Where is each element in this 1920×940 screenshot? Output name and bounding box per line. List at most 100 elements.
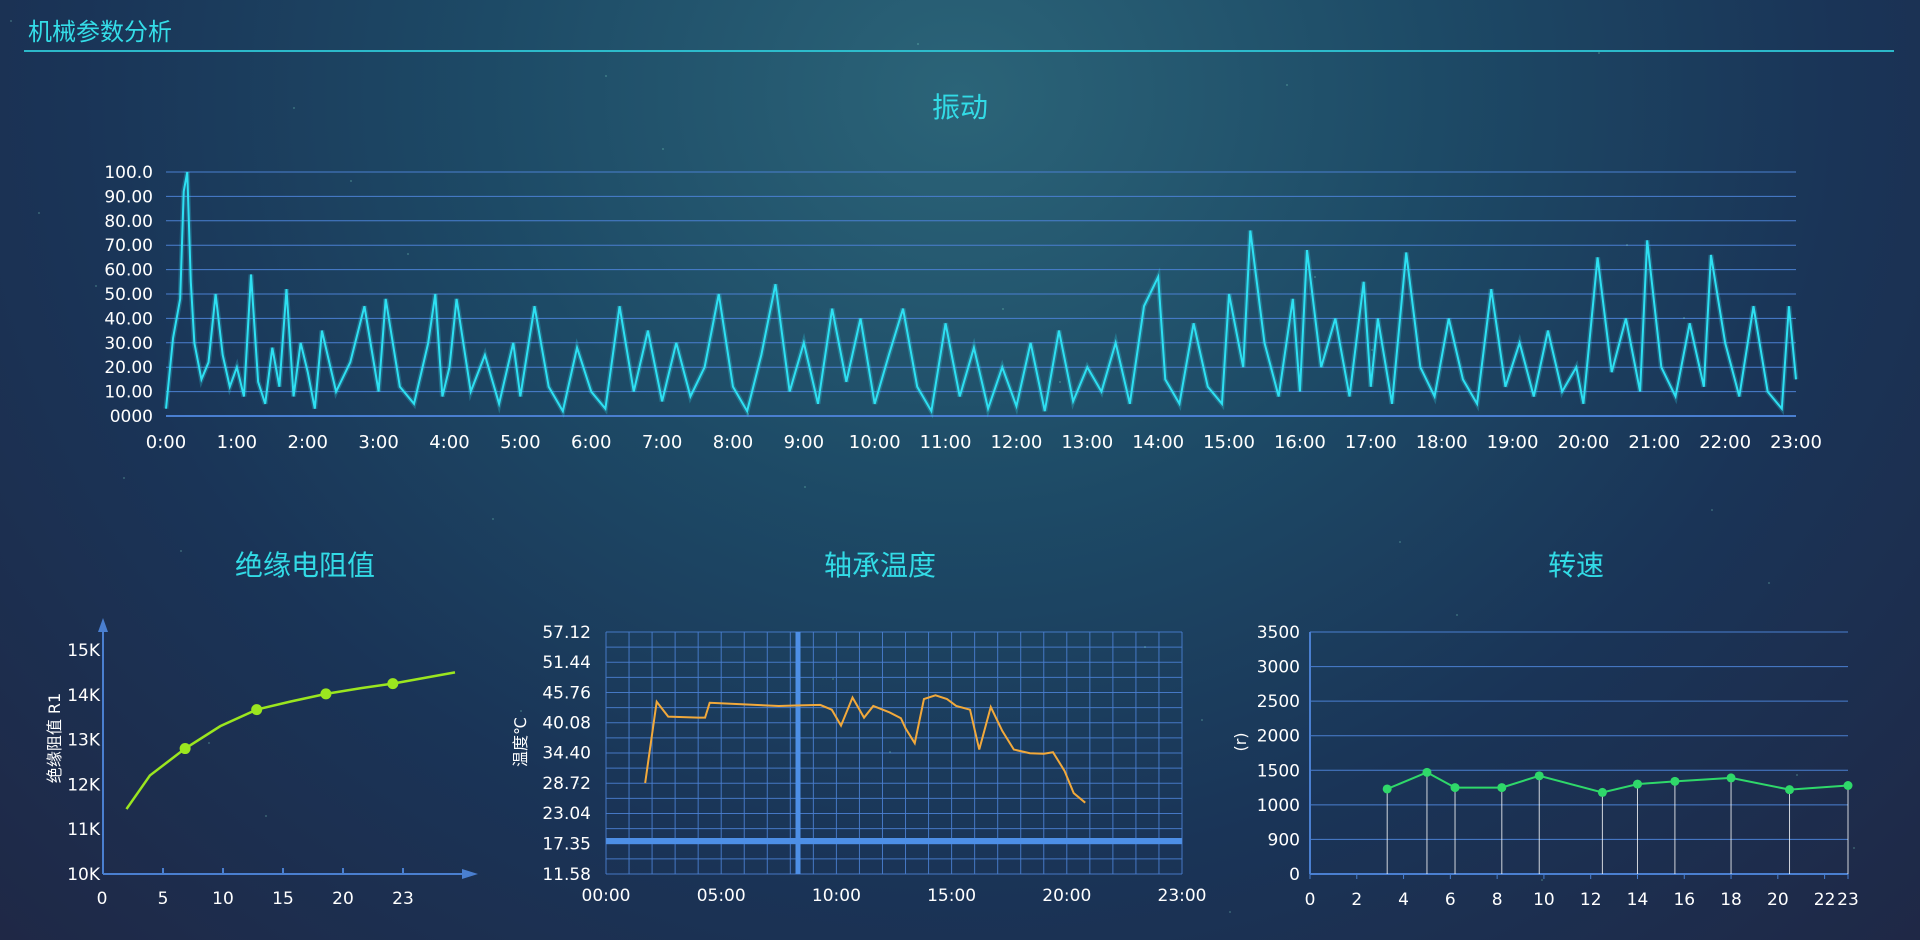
- background-speck: [293, 107, 295, 109]
- background-speck: [95, 285, 97, 287]
- background-speck: [747, 413, 749, 415]
- y-tick-label: 1000: [1257, 796, 1300, 816]
- data-point: [1670, 776, 1680, 786]
- y-tick-label: 11K: [67, 820, 101, 840]
- data-point: [1632, 779, 1642, 789]
- data-point: [1726, 773, 1736, 783]
- x-tick-label: 13:00: [1061, 432, 1113, 453]
- background-speck: [1711, 509, 1713, 511]
- background-speck: [1598, 52, 1600, 54]
- data-point: [1843, 780, 1853, 790]
- background-speck: [1144, 646, 1146, 648]
- background-speck: [492, 518, 494, 520]
- x-tick-label: 8:00: [713, 432, 753, 453]
- background-speck: [123, 477, 125, 479]
- background-speck: [350, 180, 352, 182]
- y-tick-label: 10K: [67, 865, 101, 885]
- y-tick-label: 60.00: [104, 261, 153, 281]
- x-tick-label: 5: [158, 889, 169, 909]
- y-tick-label: 0000: [110, 407, 153, 427]
- x-tick-label: 17:00: [1345, 432, 1397, 453]
- y-tick-label: 3000: [1257, 658, 1300, 678]
- x-tick-label: 23: [1837, 890, 1859, 910]
- data-point: [179, 743, 191, 755]
- header-divider: [24, 50, 1894, 52]
- background-speck: [889, 751, 891, 753]
- y-tick-label: 80.00: [104, 212, 153, 232]
- y-axis-arrow: [98, 618, 108, 632]
- background-speck: [10, 20, 12, 22]
- x-tick-label: 23:00: [1158, 886, 1207, 906]
- header: 机械参数分析: [0, 0, 1920, 56]
- x-axis-arrow: [462, 869, 478, 879]
- data-point: [320, 688, 332, 700]
- x-tick-label: 8: [1492, 890, 1503, 910]
- x-tick-label: 9:00: [784, 432, 824, 453]
- data-point: [1534, 771, 1544, 781]
- x-tick-label: 0:00: [146, 432, 186, 453]
- x-tick-label: 15: [272, 889, 294, 909]
- y-tick-label: 1500: [1257, 761, 1300, 781]
- y-tick-label: 2500: [1257, 692, 1300, 712]
- app-title: 机械参数分析: [28, 18, 172, 46]
- insulation-chart-title: 绝缘电阻值: [234, 549, 375, 582]
- y-tick-label: 40.08: [542, 714, 591, 734]
- background-speck: [1796, 774, 1798, 776]
- x-tick-label: 10:00: [849, 432, 901, 453]
- y-tick-label: 0: [1289, 865, 1300, 885]
- data-point: [1497, 783, 1507, 793]
- background-speck: [1399, 541, 1401, 543]
- background-speck: [1314, 276, 1316, 278]
- x-tick-label: 20: [332, 889, 354, 909]
- y-tick-label: 20.00: [104, 358, 153, 378]
- background-speck: [265, 815, 267, 817]
- x-tick-label: 6:00: [571, 432, 611, 453]
- x-tick-label: 14:00: [1132, 432, 1184, 453]
- y-tick-label: 100.0: [104, 163, 153, 183]
- x-tick-label: 0: [1305, 890, 1316, 910]
- x-tick-label: 2:00: [288, 432, 328, 453]
- y-tick-label: 12K: [67, 775, 101, 795]
- y-tick-label: 10.00: [104, 383, 153, 403]
- x-tick-label: 15:00: [927, 886, 976, 906]
- x-tick-label: 4: [1398, 890, 1409, 910]
- data-point: [1382, 784, 1392, 794]
- background-speck: [1683, 317, 1685, 319]
- bearing-temperature-chart-title: 轴承温度: [823, 549, 936, 582]
- x-tick-label: 19:00: [1487, 432, 1539, 453]
- temperature-series-line: [644, 694, 1086, 804]
- background-speck: [1541, 879, 1543, 881]
- x-tick-label: 10: [1533, 890, 1555, 910]
- background-speck: [1626, 244, 1628, 246]
- background-speck: [832, 678, 834, 680]
- y-axis-label: (r): [1231, 732, 1250, 751]
- y-tick-label: 15K: [67, 641, 101, 661]
- x-tick-label: 1:00: [217, 432, 257, 453]
- x-tick-label: 20:00: [1042, 886, 1091, 906]
- background-speck: [917, 43, 919, 45]
- background-speck: [1201, 719, 1203, 721]
- x-tick-label: 21:00: [1628, 432, 1680, 453]
- background-speck: [1002, 308, 1004, 310]
- x-tick-label: 14: [1627, 890, 1649, 910]
- background-speck: [1229, 911, 1231, 913]
- y-tick-label: 17.35: [542, 834, 591, 854]
- x-tick-label: 18:00: [1416, 432, 1468, 453]
- background-speck: [577, 783, 579, 785]
- x-tick-label: 12:00: [990, 432, 1042, 453]
- background-speck: [1768, 582, 1770, 584]
- x-tick-label: 16: [1673, 890, 1695, 910]
- y-tick-label: 3500: [1257, 623, 1300, 643]
- background-speck: [180, 550, 182, 552]
- vibration-chart-title: 振动: [931, 91, 988, 124]
- y-tick-label: 45.76: [542, 683, 591, 703]
- x-tick-label: 11:00: [920, 432, 972, 453]
- background-speck: [1456, 614, 1458, 616]
- background-speck: [662, 148, 664, 150]
- y-tick-label: 57.12: [542, 623, 591, 643]
- background-speck: [520, 710, 522, 712]
- x-tick-label: 20:00: [1557, 432, 1609, 453]
- y-tick-label: 13K: [67, 731, 101, 751]
- y-tick-label: 30.00: [104, 334, 153, 354]
